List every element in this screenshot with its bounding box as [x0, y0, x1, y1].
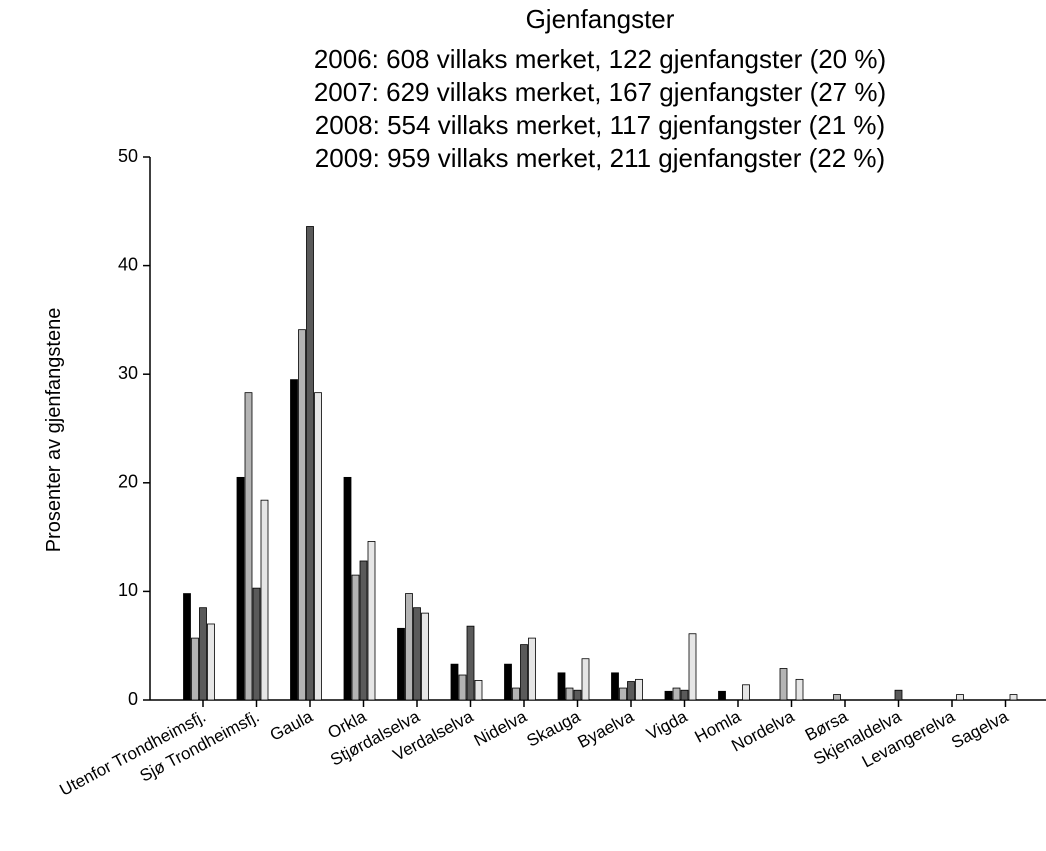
bar: [528, 637, 536, 701]
bar: [466, 625, 475, 701]
bar: [680, 689, 689, 701]
x-tick-label: Nordelva: [728, 707, 797, 756]
bar: [183, 593, 191, 701]
bar: [894, 689, 903, 701]
bar: [207, 623, 215, 701]
bar: [397, 627, 405, 701]
bar: [512, 687, 520, 701]
x-tick-label: Sagelva: [948, 707, 1012, 753]
bar: [367, 541, 376, 701]
bar: [236, 476, 245, 701]
bar: [421, 612, 429, 701]
bar: [557, 672, 566, 701]
chart-title: Gjenfangster: [526, 4, 675, 34]
bar: [833, 694, 841, 701]
bar: [1009, 694, 1018, 701]
bar: [520, 644, 528, 701]
bar: [619, 687, 627, 701]
bar: [199, 607, 207, 701]
x-tick-label: Nidelva: [471, 707, 530, 751]
bar: [405, 593, 413, 701]
bar: [351, 574, 360, 701]
chart-subtitle: 2009: 959 villaks merket, 211 gjenfangst…: [315, 143, 885, 173]
bar: [191, 637, 199, 701]
bar: [252, 587, 261, 701]
bar: [718, 690, 726, 701]
x-tick-label: Gaula: [267, 707, 316, 745]
bar: [795, 678, 804, 701]
y-tick-label: 40: [118, 254, 138, 274]
y-tick-label: 50: [118, 146, 138, 166]
bar: [742, 684, 750, 701]
x-tick-label: Vigda: [643, 707, 691, 744]
bar: [956, 694, 964, 701]
bar: [573, 689, 582, 701]
y-tick-label: 20: [118, 472, 138, 492]
bar: [260, 499, 269, 701]
y-tick-label: 10: [118, 580, 138, 600]
bar: [450, 663, 459, 701]
bar: [581, 658, 590, 701]
bar: [611, 672, 619, 701]
bar: [244, 392, 253, 701]
bar: [627, 681, 635, 701]
bar: [664, 690, 673, 701]
bar: [779, 668, 788, 701]
bar: [672, 687, 681, 701]
bar: [635, 678, 643, 701]
x-tick-label: Skauga: [524, 707, 584, 751]
y-tick-label: 0: [128, 689, 138, 709]
y-tick-label: 30: [118, 363, 138, 383]
bar: [504, 663, 512, 701]
bar: [359, 560, 368, 701]
chart-subtitle: 2006: 608 villaks merket, 122 gjenfangst…: [314, 44, 886, 74]
x-tick-label: Byaelva: [575, 707, 638, 752]
bar: [458, 674, 467, 701]
bar: [298, 329, 306, 701]
y-axis-label: Prosenter av gjenfangstene: [43, 308, 65, 553]
bar: [413, 607, 421, 701]
chart-subtitle: 2007: 629 villaks merket, 167 gjenfangst…: [314, 77, 886, 107]
bar: [688, 633, 697, 701]
bar: [290, 379, 298, 701]
bar: [565, 687, 574, 701]
chart-subtitle: 2008: 554 villaks merket, 117 gjenfangst…: [315, 110, 885, 140]
bar: [306, 226, 314, 701]
bar: [314, 392, 322, 701]
bar: [474, 680, 483, 701]
bar: [343, 476, 352, 701]
